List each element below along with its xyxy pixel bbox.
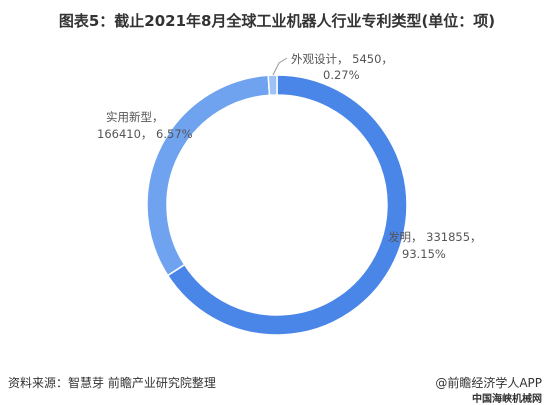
label-invention-line2: 93.15% <box>402 247 446 261</box>
label-utility-line1: 实用新型， <box>106 110 164 124</box>
label-design-line2: 0.27% <box>323 68 360 82</box>
slice-utility-model <box>146 74 271 277</box>
footer-mark: 中国海峡机械网 <box>472 394 542 405</box>
label-design-line1: 外观设计， 5450， <box>291 52 393 66</box>
slice-design <box>267 74 278 97</box>
chart-title: 图表5：截止2021年8月全球工业机器人行业专利类型(单位：项) <box>58 12 496 30</box>
leader-line-design <box>272 57 288 76</box>
source-note: 资料来源：智慧芽 前瞻产业研究院整理 <box>8 376 216 390</box>
brand-note: @前瞻经济学人APP <box>435 376 542 390</box>
slices-group <box>146 74 408 336</box>
leader-lines-group <box>272 57 288 76</box>
label-utility-line2: 166410， 6.57% <box>97 127 193 141</box>
label-invention-line1: 发明， 331855， <box>388 230 482 244</box>
